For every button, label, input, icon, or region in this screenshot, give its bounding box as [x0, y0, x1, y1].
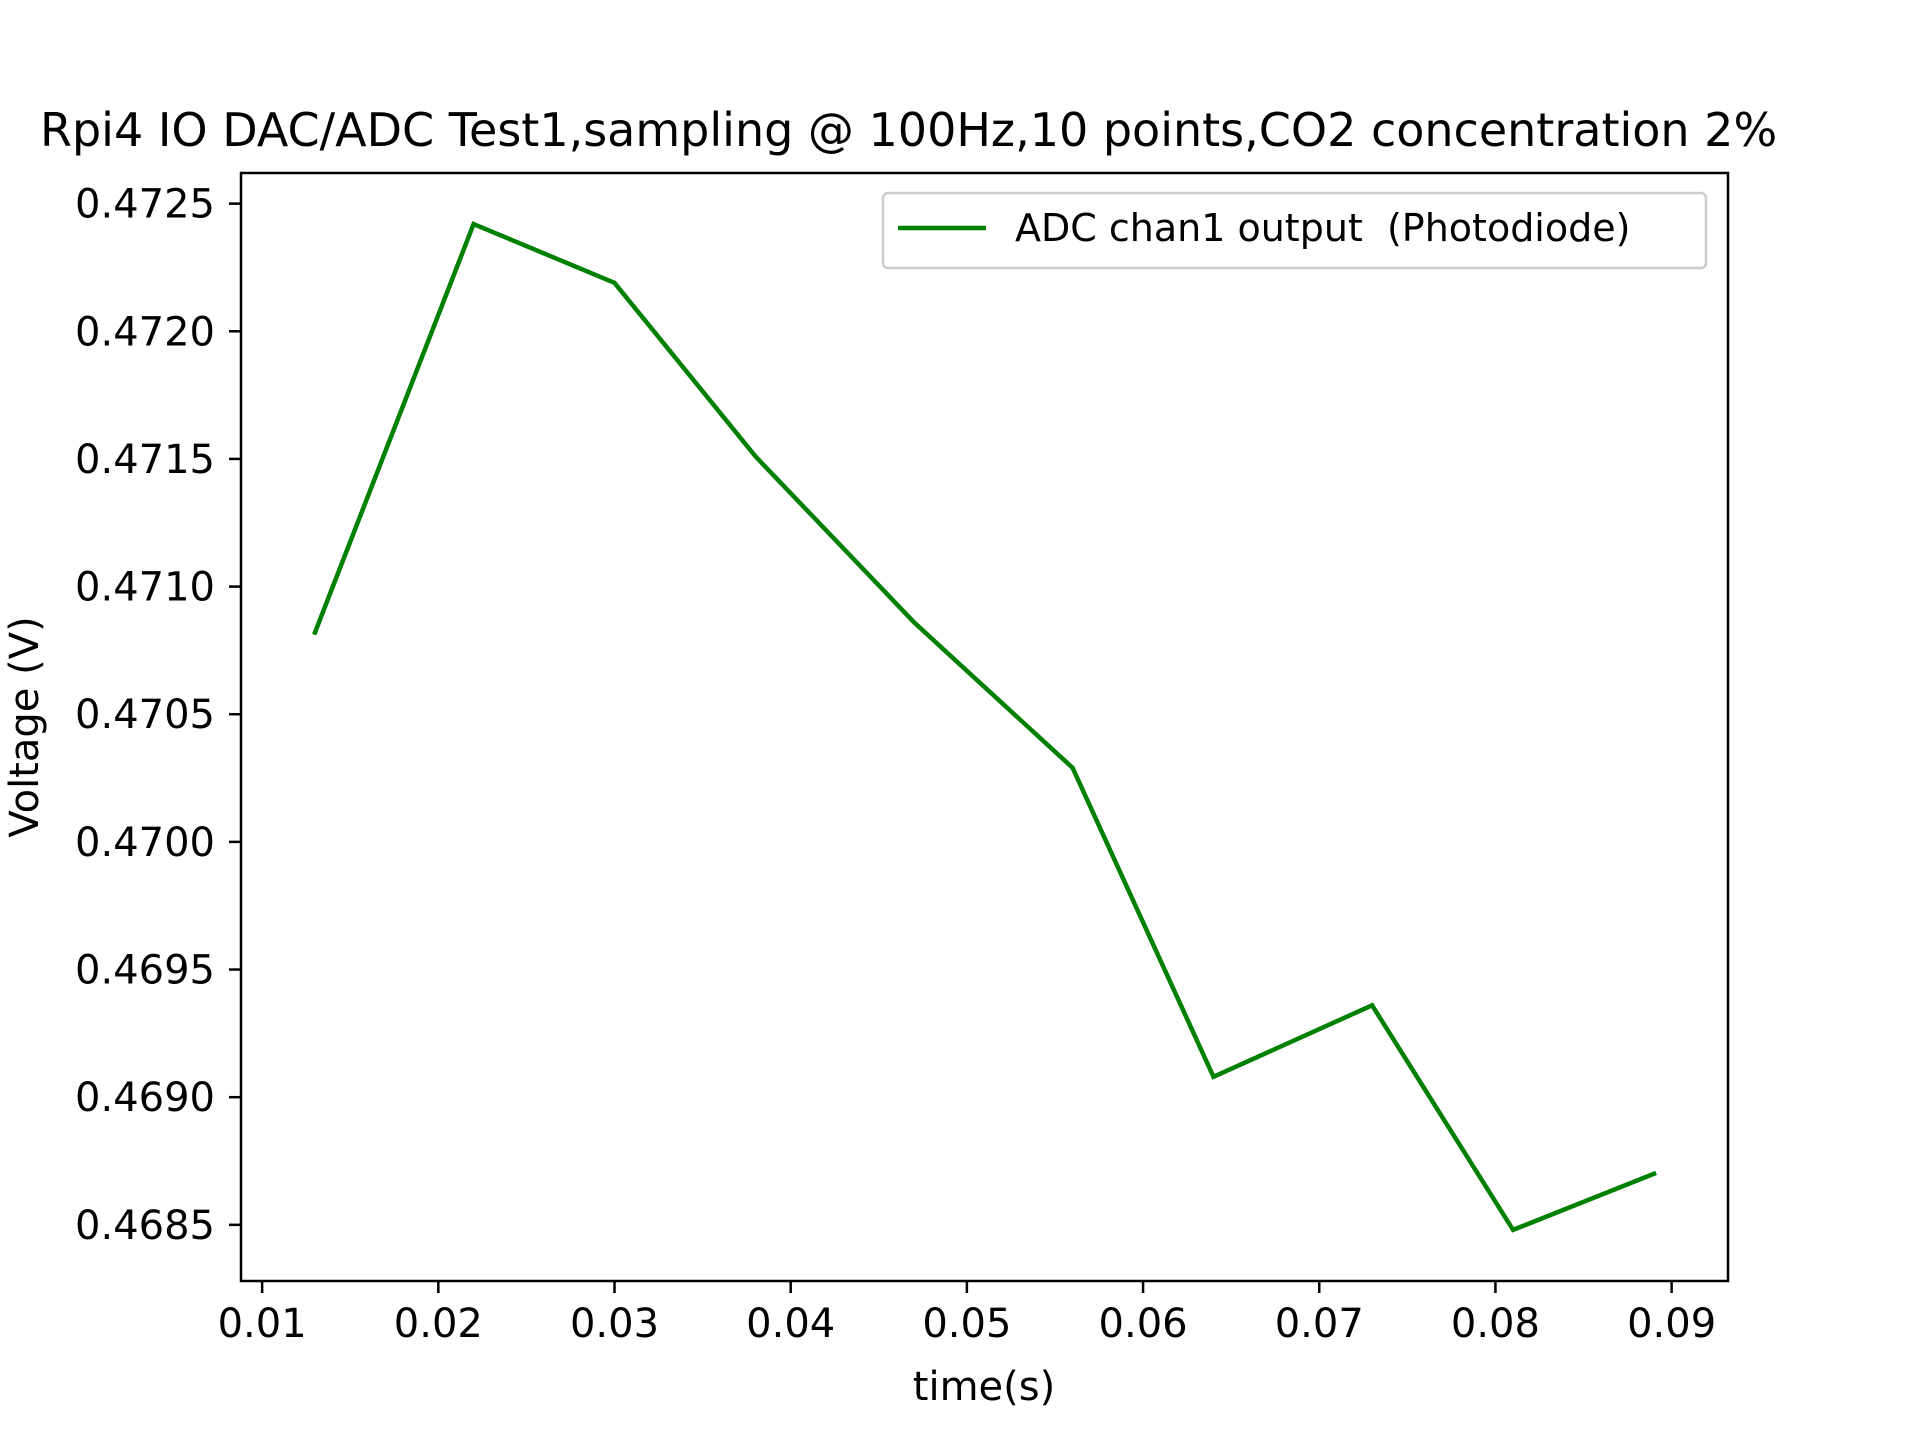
- legend: ADC chan1 output (Photodiode): [881, 191, 1708, 270]
- x-tick-label: 0.01: [218, 1301, 307, 1347]
- x-tick-label: 0.08: [1451, 1301, 1540, 1347]
- plot-area: [239, 171, 1730, 1283]
- x-axis-label: time(s): [913, 1364, 1055, 1410]
- x-tick-label: 0.07: [1275, 1301, 1364, 1347]
- y-axis-ticks: 0.4685 0.4690 0.4695 0.4700 0.4705 0.4710 0.47…: [75, 182, 241, 1249]
- series-line-0: [312, 221, 1657, 1233]
- x-tick-label: 0.06: [1099, 1301, 1188, 1347]
- data-point: [1651, 1171, 1657, 1176]
- legend-label: ADC chan1 output (Photodiode): [1015, 206, 1630, 250]
- y-tick-label: 0.4695: [75, 948, 215, 994]
- legend-box: [881, 191, 1708, 270]
- x-tick-label: 0.04: [746, 1301, 835, 1347]
- data-point: [612, 280, 617, 285]
- data-point: [1369, 1003, 1375, 1008]
- x-tick-label: 0.05: [922, 1301, 1011, 1347]
- y-tick-label: 0.4725: [75, 182, 215, 228]
- data-point: [312, 630, 318, 635]
- x-tick-label: 0.09: [1627, 1301, 1716, 1347]
- x-axis-ticks: 0.01 0.02 0.03 0.04 0.05 0.06 0.07 0.08 0.09: [218, 1281, 1716, 1347]
- y-tick-label: 0.4710: [75, 565, 215, 611]
- data-point: [1510, 1227, 1516, 1233]
- data-point: [1211, 1074, 1216, 1079]
- data-point: [1070, 765, 1075, 771]
- y-tick-label: 0.4705: [75, 692, 215, 738]
- y-tick-label: 0.4715: [75, 437, 215, 483]
- series-layer: [312, 221, 1657, 1233]
- data-point: [753, 454, 758, 459]
- y-axis-label: Voltage (V): [2, 616, 48, 837]
- y-tick-label: 0.4690: [75, 1075, 215, 1121]
- data-point: [911, 620, 917, 625]
- chart-title: Rpi4 IO DAC/ADC Test1,sampling @ 100Hz,1…: [40, 103, 1777, 157]
- x-tick-label: 0.03: [570, 1301, 659, 1347]
- y-tick-label: 0.4700: [75, 820, 215, 866]
- x-tick-label: 0.02: [394, 1301, 483, 1347]
- y-tick-label: 0.4685: [75, 1203, 215, 1249]
- y-tick-label: 0.4720: [75, 309, 215, 355]
- data-point: [471, 221, 476, 227]
